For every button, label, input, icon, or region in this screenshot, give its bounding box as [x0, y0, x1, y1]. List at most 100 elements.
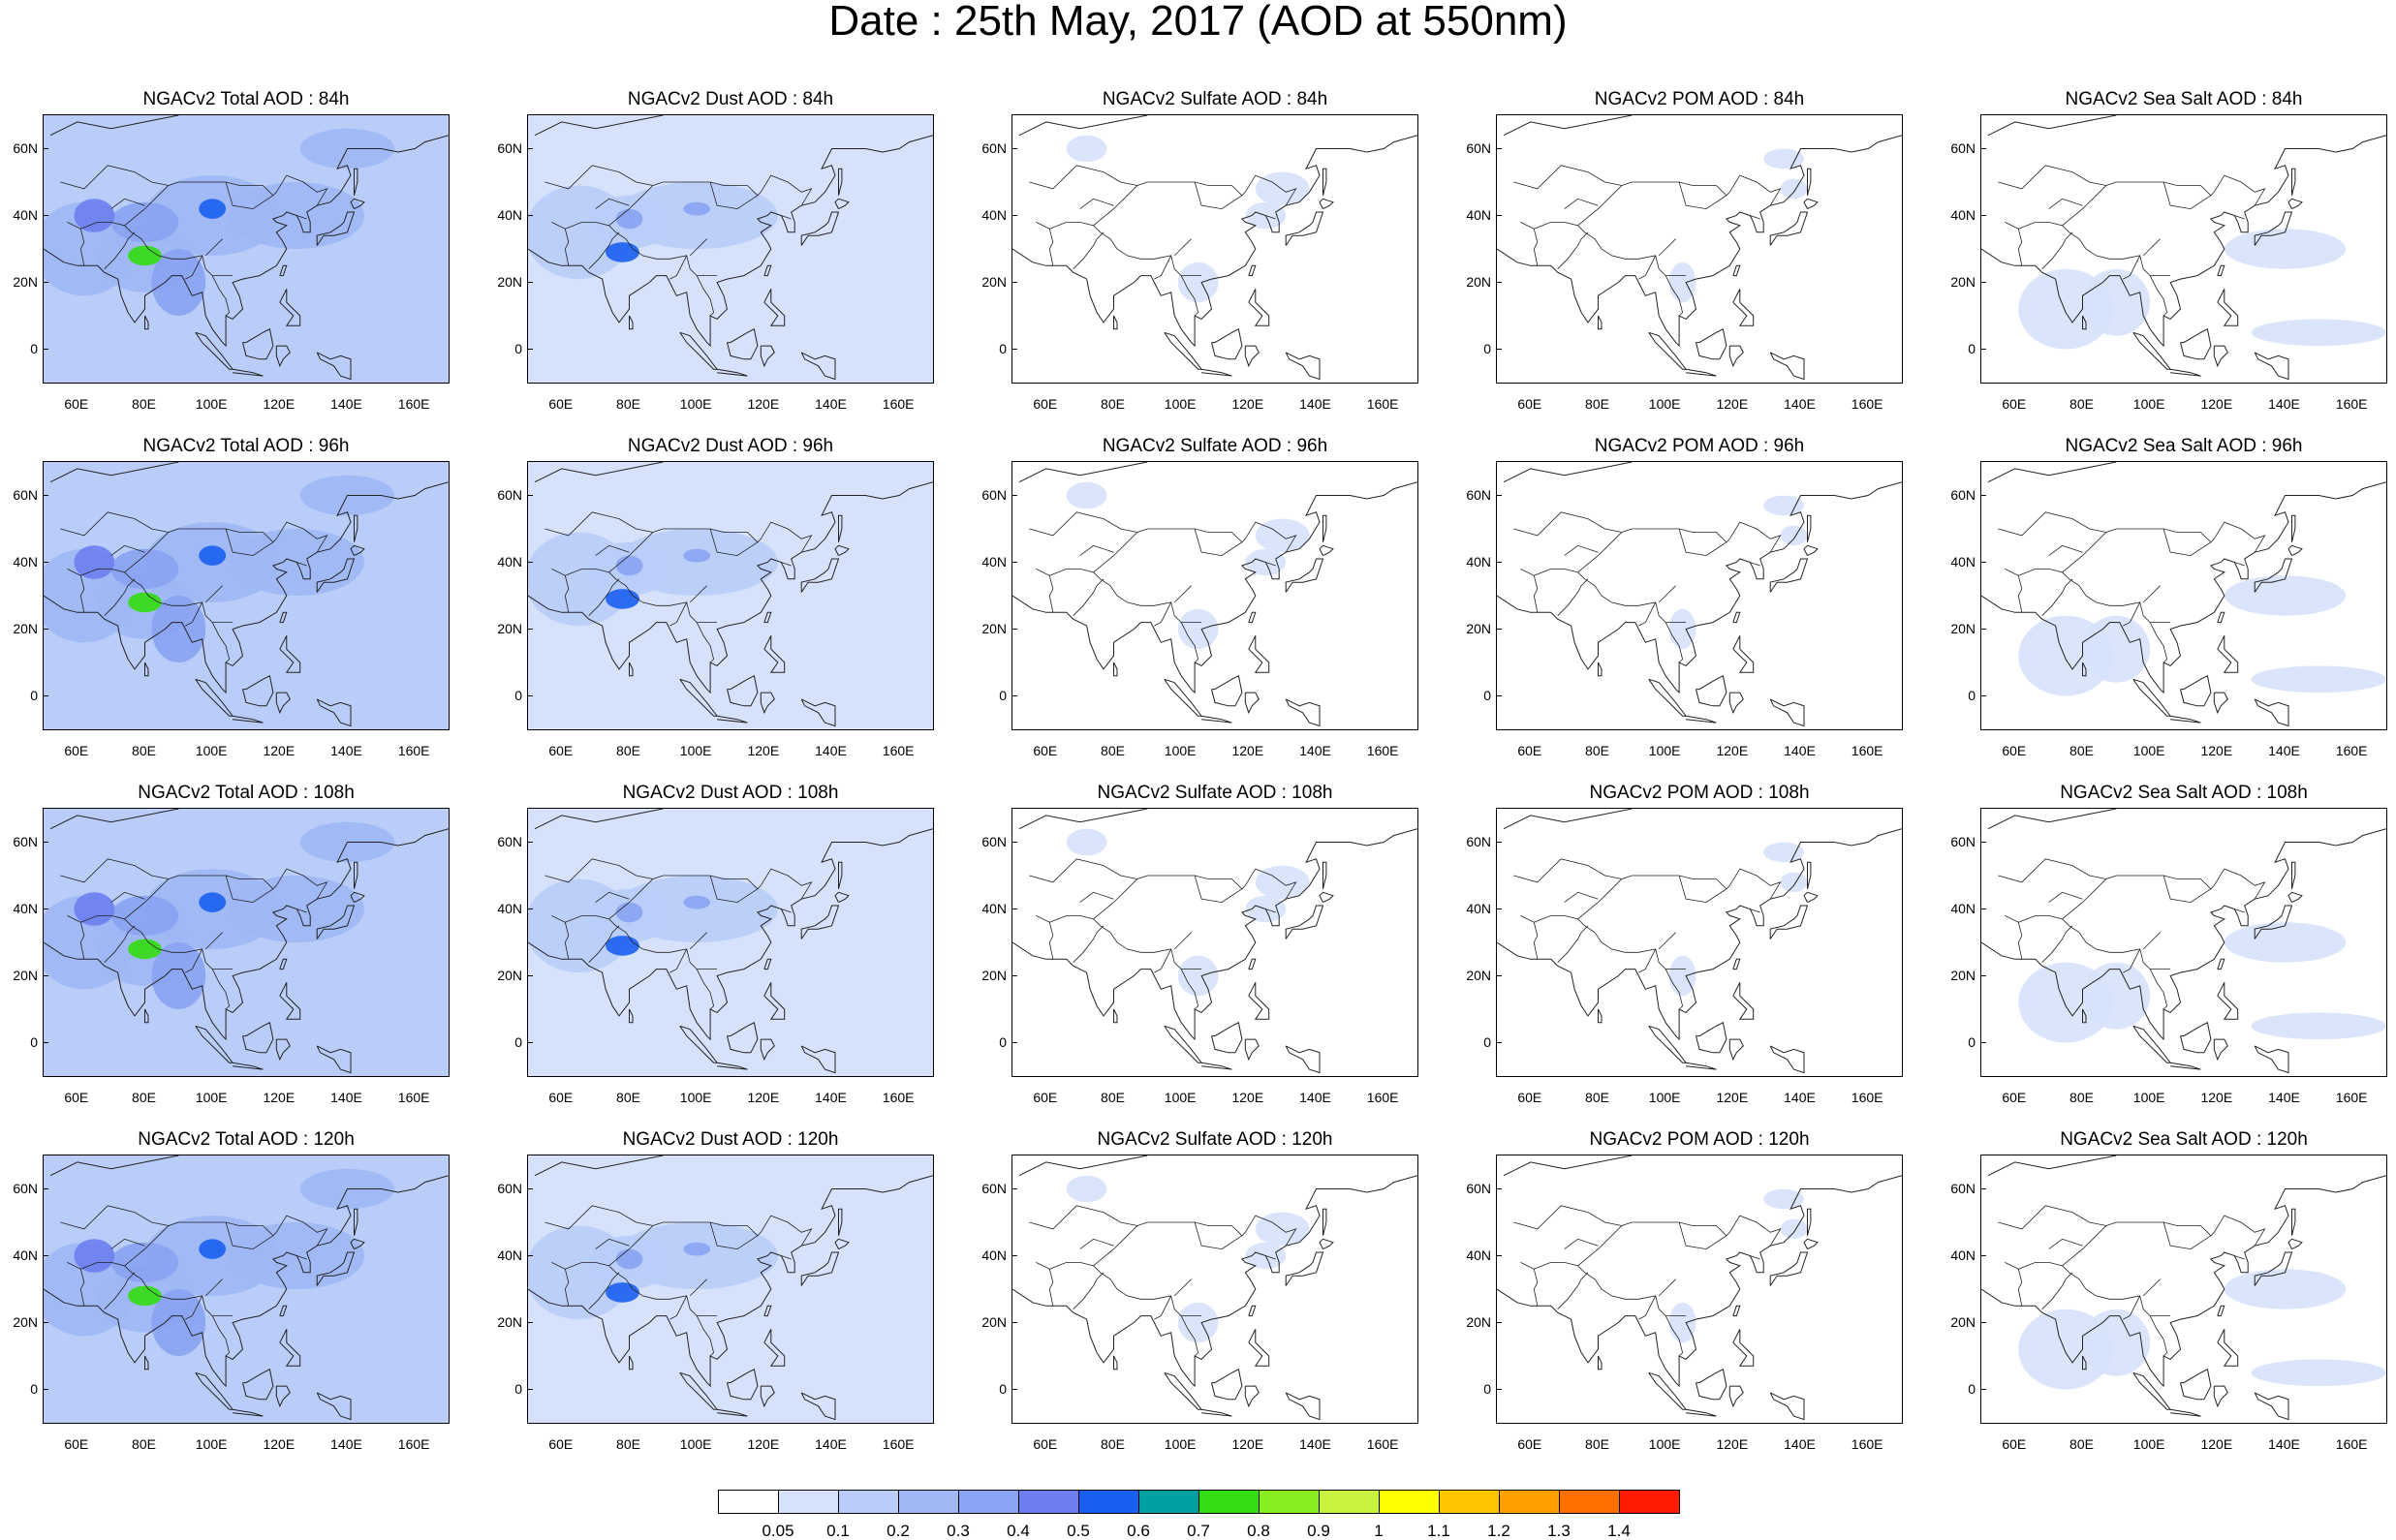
country-border	[67, 222, 85, 266]
y-tick-mark	[1981, 628, 1986, 630]
aod-field-map	[44, 809, 449, 1076]
country-border	[1665, 969, 1684, 1010]
y-tick-mark	[1497, 628, 1502, 630]
country-border	[185, 255, 203, 280]
country-border	[1678, 875, 1727, 904]
country-border	[551, 915, 570, 960]
country-border	[124, 868, 328, 920]
coastline	[1981, 828, 2386, 1041]
x-tick-label: 160E	[1851, 1090, 1883, 1105]
figure-title: Date : 25th May, 2017 (AOD at 550nm)	[828, 0, 1568, 45]
coastline	[2291, 514, 2296, 542]
country-border	[67, 915, 85, 960]
colorbar-swatch	[718, 1490, 779, 1514]
x-tick-label: 100E	[195, 743, 228, 758]
coastline	[1012, 1175, 1417, 1388]
x-tick-label: 100E	[1648, 396, 1681, 412]
country-border	[1557, 925, 1589, 963]
coastline	[1696, 328, 1727, 360]
aod-contour-region	[1780, 525, 1808, 546]
coastline	[279, 1329, 301, 1367]
y-tick-mark	[528, 147, 533, 149]
coastline	[800, 1251, 840, 1286]
y-tick-mark	[1981, 1254, 1986, 1256]
coastline	[528, 481, 933, 694]
country-border	[595, 544, 630, 556]
x-tick-label: 160E	[1851, 1436, 1883, 1452]
coastline	[49, 462, 179, 483]
x-tick-label: 80E	[1585, 1090, 1609, 1105]
aod-field-map	[1012, 809, 1417, 1074]
coastline	[354, 861, 358, 889]
country-border	[296, 1255, 307, 1260]
country-border	[185, 601, 203, 627]
y-tick-label: 20N	[1950, 967, 1976, 983]
panel-title: NGACv2 Dust AOD : 84h	[627, 89, 834, 109]
y-tick-mark	[528, 694, 533, 696]
colorbar-swatch	[1379, 1490, 1440, 1514]
coastline	[1285, 698, 1321, 727]
aod-contour-region	[615, 1248, 643, 1270]
aod-contour-region	[1780, 1218, 1808, 1240]
y-tick-mark	[1981, 147, 1986, 149]
x-tick-label: 80E	[1101, 1090, 1125, 1105]
y-tick-label: 60N	[981, 486, 1007, 503]
country-border	[1564, 891, 1599, 903]
x-tick-label: 120E	[747, 743, 780, 758]
coastline	[195, 1025, 234, 1063]
country-border	[1173, 1278, 1192, 1297]
country-border	[551, 1262, 570, 1307]
country-border	[2234, 1255, 2245, 1260]
y-tick-mark	[528, 348, 533, 350]
x-tick-label: 60E	[1033, 396, 1058, 412]
aod-contour-region	[151, 596, 206, 662]
country-border	[1513, 1205, 1622, 1230]
y-tick-mark	[44, 974, 48, 976]
y-tick-label: 0	[1968, 1380, 1976, 1397]
country-border	[2163, 875, 2212, 904]
map-plot-area	[43, 808, 450, 1077]
y-tick-mark	[1497, 1388, 1502, 1390]
x-tick-label: 140E	[1784, 1436, 1816, 1452]
country-border	[211, 1315, 231, 1357]
country-border	[1658, 585, 1676, 603]
country-border	[2048, 198, 2083, 209]
coastline	[717, 368, 748, 377]
country-border	[2062, 521, 2266, 573]
y-tick-label: 20N	[1950, 1313, 1976, 1330]
aod-contour-region	[1066, 135, 1107, 163]
y-tick-label: 60N	[981, 1180, 1007, 1196]
country-border	[2163, 181, 2212, 210]
y-tick-mark	[1981, 1041, 1986, 1043]
coastline	[838, 168, 843, 196]
coastline	[763, 635, 786, 673]
colorbar-swatch	[1138, 1490, 1199, 1514]
x-tick-label: 120E	[2200, 1090, 2233, 1105]
coastline	[679, 1371, 719, 1410]
y-tick-mark	[1981, 841, 1986, 843]
x-tick-label: 120E	[263, 743, 296, 758]
coastline	[233, 715, 264, 724]
aod-field-map	[1012, 1155, 1417, 1421]
aod-field-map	[1981, 1155, 2386, 1421]
y-tick-mark	[44, 214, 48, 216]
y-tick-label: 20N	[497, 620, 522, 636]
coastline	[1732, 635, 1755, 673]
y-tick-label: 20N	[981, 620, 1007, 636]
colorbar-label: 0.1	[826, 1522, 850, 1540]
country-border	[211, 969, 231, 1010]
coastline	[1018, 462, 1148, 483]
panel-title: NGACv2 Sea Salt AOD : 96h	[2065, 436, 2303, 456]
y-tick-label: 20N	[1950, 620, 1976, 636]
x-tick-label: 60E	[1033, 1436, 1058, 1452]
x-tick-label: 60E	[2002, 1090, 2027, 1105]
coastline	[1686, 715, 1717, 724]
x-tick-label: 160E	[882, 1090, 915, 1105]
country-border	[2149, 622, 2168, 663]
coastline	[1807, 514, 1812, 542]
x-tick-label: 140E	[330, 396, 362, 412]
coastline	[763, 1305, 772, 1317]
y-tick-label: 0	[30, 687, 38, 703]
coastline	[838, 1208, 843, 1236]
y-tick-label: 40N	[1950, 206, 1976, 223]
